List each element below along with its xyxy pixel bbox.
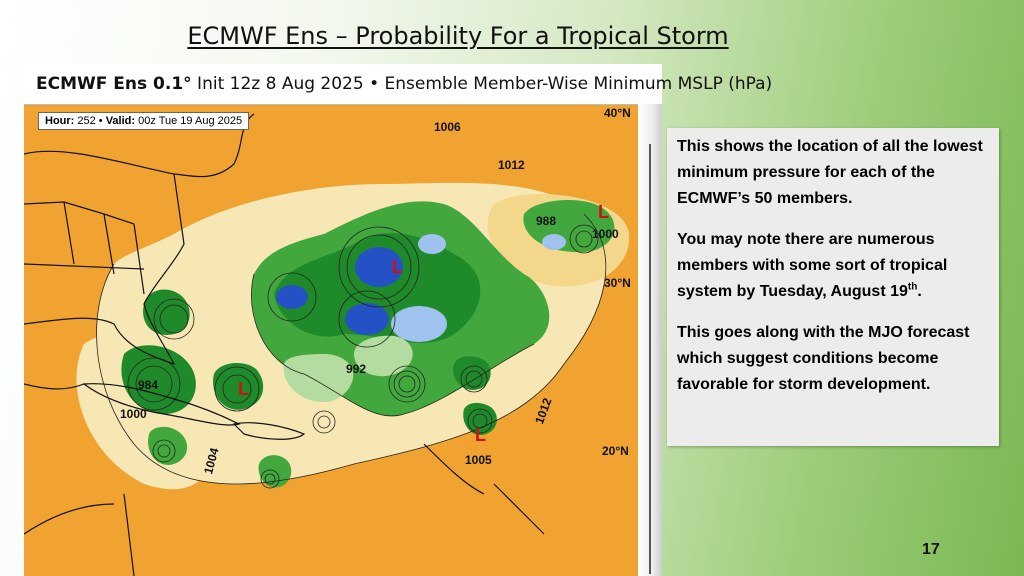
pressure-map: L L L L 40°N 30°N 20°N 1012 1012 1000 10…	[24, 64, 638, 576]
us-coastline	[24, 113, 255, 366]
hour-label: Hour:	[45, 115, 75, 127]
hispaniola-outline	[232, 422, 306, 440]
pressure-label: 988	[536, 214, 557, 228]
map-header: ECMWF Ens 0.1° Init 12z 8 Aug 2025 • Ens…	[24, 64, 772, 105]
valid-time-box: Hour: 252 • Valid: 00z Tue 19 Aug 2025	[38, 112, 250, 130]
commentary-para-3: This goes along with the MJO forecast wh…	[677, 324, 970, 393]
slide-number: 17	[922, 541, 940, 558]
pressure-label: 1000	[120, 407, 147, 421]
map-graphic	[24, 64, 638, 576]
low-marker: L	[238, 379, 249, 399]
commentary-box: This shows the location of all the lowes…	[667, 128, 999, 446]
valid-label: Valid:	[105, 115, 136, 127]
ordinal-suffix: th	[907, 281, 918, 293]
pressure-label: 984	[138, 378, 159, 392]
map-border-strip	[638, 104, 662, 576]
low-marker: L	[475, 425, 486, 445]
pressure-label: 1012	[498, 158, 525, 172]
map-header-text: ECMWF Ens 0.1° Init 12z 8 Aug 2025 • Ens…	[36, 74, 772, 94]
period: .	[917, 283, 922, 300]
pressure-label: 992	[346, 362, 367, 376]
pressure-label: 1005	[465, 453, 492, 467]
cuba-outline	[82, 383, 241, 426]
commentary-para-2: You may note there are numerous members …	[667, 227, 999, 305]
commentary-para-1: This shows the location of all the lowes…	[677, 138, 983, 207]
commentary-para-2-text: You may note there are numerous members …	[677, 231, 948, 300]
map-model-name: ECMWF Ens 0.1°	[36, 74, 192, 94]
divider	[649, 144, 651, 574]
map-header-detail: Init 12z 8 Aug 2025 • Ensemble Member-Wi…	[191, 74, 773, 94]
pressure-label: 1000	[592, 227, 619, 241]
low-marker: L	[392, 257, 403, 277]
hour-value: 252 •	[74, 115, 106, 127]
latitude-label: 30°N	[604, 276, 631, 290]
latitude-label: 20°N	[602, 444, 629, 458]
low-marker: L	[598, 202, 609, 222]
slide-title: ECMWF Ens – Probability For a Tropical S…	[187, 22, 729, 50]
valid-value: 00z Tue 19 Aug 2025	[135, 115, 243, 127]
latitude-label: 40°N	[604, 106, 631, 120]
pressure-label: 1006	[434, 120, 461, 134]
